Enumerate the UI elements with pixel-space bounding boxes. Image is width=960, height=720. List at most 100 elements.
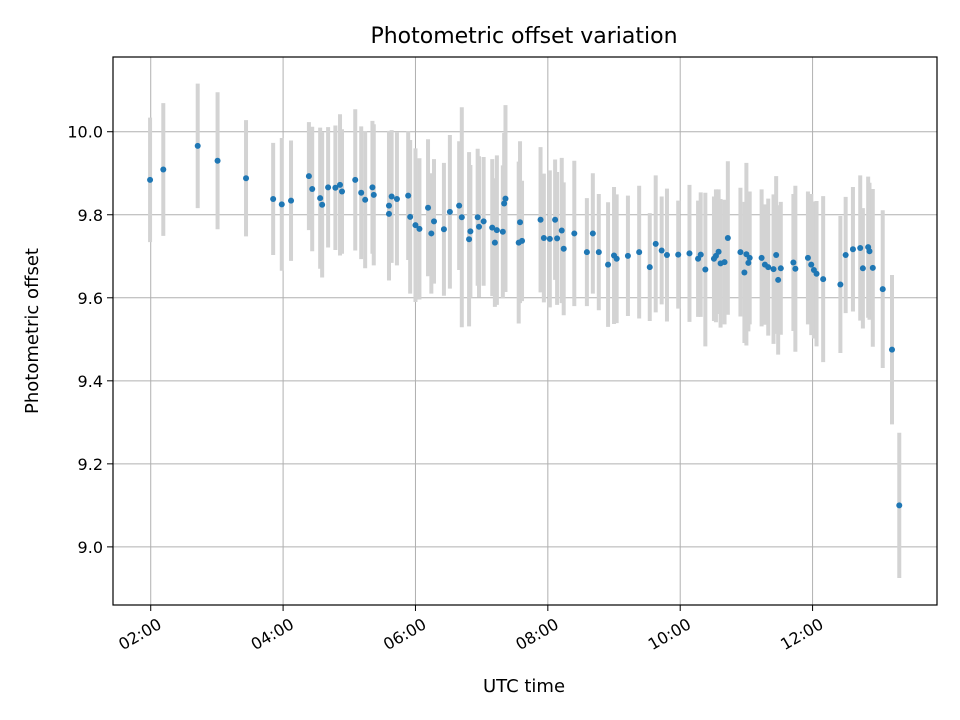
y-tick-label: 9.4 [78, 372, 103, 391]
data-point [540, 235, 547, 242]
data-point [416, 225, 423, 232]
y-tick-label: 9.2 [78, 455, 103, 474]
data-point [571, 230, 578, 237]
data-point [489, 224, 496, 231]
data-point [214, 157, 221, 164]
data-point [721, 259, 728, 266]
data-point [243, 175, 250, 182]
y-tick-label: 9.8 [78, 206, 103, 225]
data-point [440, 226, 447, 233]
data-point [866, 248, 873, 255]
y-tick-label: 10.0 [67, 123, 103, 142]
data-point [702, 266, 709, 273]
data-point [613, 255, 620, 262]
data-point [385, 202, 392, 209]
data-point [820, 276, 827, 283]
data-point [517, 219, 524, 226]
data-point [842, 252, 849, 259]
data-point [519, 237, 526, 244]
data-point [646, 264, 653, 271]
data-point [319, 201, 326, 208]
y-tick-label: 9.0 [78, 538, 103, 557]
data-point [499, 228, 506, 235]
data-point [888, 346, 895, 353]
y-axis-ticks: 9.0 9.2 9.4 9.6 9.8 10.0 [67, 123, 113, 557]
data-point [813, 270, 820, 277]
data-point [474, 214, 481, 221]
y-axis-label: Photometric offset [22, 248, 43, 414]
data-point [467, 228, 474, 235]
data-point [737, 249, 744, 256]
data-point [675, 251, 682, 258]
data-point [777, 265, 784, 272]
data-point [278, 201, 285, 208]
chart-title: Photometric offset variation [370, 24, 677, 49]
data-point [546, 235, 553, 242]
data-point [808, 261, 815, 268]
data-point [412, 222, 419, 229]
data-point [790, 259, 797, 266]
data-point [624, 252, 631, 259]
data-point [317, 195, 324, 202]
data-point [746, 254, 753, 261]
data-point [160, 166, 167, 173]
data-point [775, 276, 782, 283]
data-point [849, 246, 856, 253]
data-point [476, 223, 483, 230]
data-point [358, 189, 365, 196]
data-point [362, 196, 369, 203]
data-point [309, 186, 316, 193]
data-point [663, 252, 670, 259]
data-point [773, 252, 780, 259]
data-point [560, 245, 567, 252]
data-point [686, 250, 693, 257]
data-point [491, 239, 498, 246]
x-axis-label: UTC time [483, 676, 565, 697]
data-point [697, 251, 704, 258]
data-point [502, 195, 509, 202]
data-point [393, 195, 400, 202]
data-point [493, 227, 500, 234]
data-point [552, 216, 559, 223]
data-point [352, 176, 359, 183]
data-point [369, 184, 376, 191]
data-point [792, 265, 799, 272]
data-point [636, 249, 643, 256]
data-point [537, 216, 544, 223]
data-point [385, 210, 392, 217]
data-point [765, 264, 772, 271]
data-point [425, 204, 432, 211]
data-point [332, 184, 339, 191]
data-point [745, 259, 752, 266]
data-point [554, 235, 561, 242]
data-point [595, 249, 602, 256]
data-point [480, 218, 487, 225]
data-point [446, 208, 453, 215]
data-point [458, 214, 465, 221]
data-point [456, 202, 463, 209]
data-point [758, 254, 765, 261]
data-point [857, 244, 864, 251]
data-point [405, 192, 412, 199]
data-point [558, 227, 565, 234]
data-point [305, 173, 312, 180]
data-point [589, 230, 596, 237]
data-point [147, 176, 154, 183]
data-point [715, 248, 722, 255]
data-point [430, 218, 437, 225]
data-point [879, 286, 886, 293]
data-point [869, 264, 876, 271]
data-point [859, 265, 866, 272]
data-point [337, 181, 344, 188]
data-point [388, 193, 395, 200]
data-point [804, 254, 811, 261]
plot-frame [112, 56, 938, 606]
data-point [896, 502, 903, 509]
data-point [583, 249, 590, 256]
data-point [724, 235, 731, 242]
data-point [407, 213, 414, 220]
data-point [466, 236, 473, 243]
data-point [770, 266, 777, 273]
data-point [837, 281, 844, 288]
